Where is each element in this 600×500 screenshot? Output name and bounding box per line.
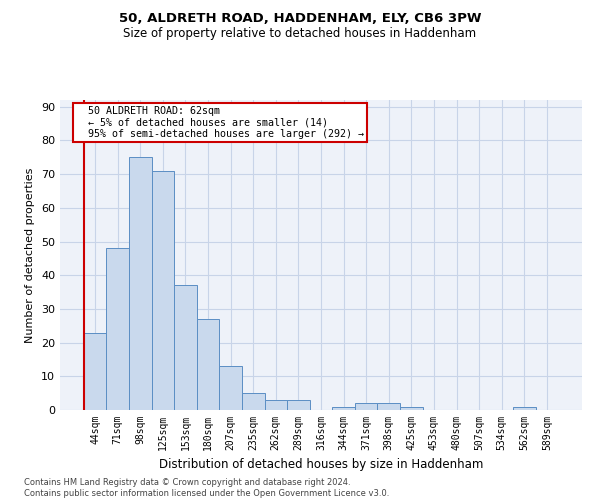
Bar <box>513 406 536 410</box>
Bar <box>84 332 106 410</box>
Bar <box>242 393 265 410</box>
Bar <box>152 171 174 410</box>
Bar <box>400 406 422 410</box>
Bar <box>265 400 287 410</box>
Bar <box>129 158 152 410</box>
Y-axis label: Number of detached properties: Number of detached properties <box>25 168 35 342</box>
Bar <box>220 366 242 410</box>
Bar <box>287 400 310 410</box>
Bar <box>197 319 220 410</box>
X-axis label: Distribution of detached houses by size in Haddenham: Distribution of detached houses by size … <box>159 458 483 471</box>
Bar <box>377 404 400 410</box>
Bar <box>355 404 377 410</box>
Bar <box>174 286 197 410</box>
Bar <box>332 406 355 410</box>
Text: Size of property relative to detached houses in Haddenham: Size of property relative to detached ho… <box>124 28 476 40</box>
Text: Contains HM Land Registry data © Crown copyright and database right 2024.
Contai: Contains HM Land Registry data © Crown c… <box>24 478 389 498</box>
Text: 50 ALDRETH ROAD: 62sqm
  ← 5% of detached houses are smaller (14)
  95% of semi-: 50 ALDRETH ROAD: 62sqm ← 5% of detached … <box>76 106 364 140</box>
Bar <box>106 248 129 410</box>
Text: 50, ALDRETH ROAD, HADDENHAM, ELY, CB6 3PW: 50, ALDRETH ROAD, HADDENHAM, ELY, CB6 3P… <box>119 12 481 26</box>
